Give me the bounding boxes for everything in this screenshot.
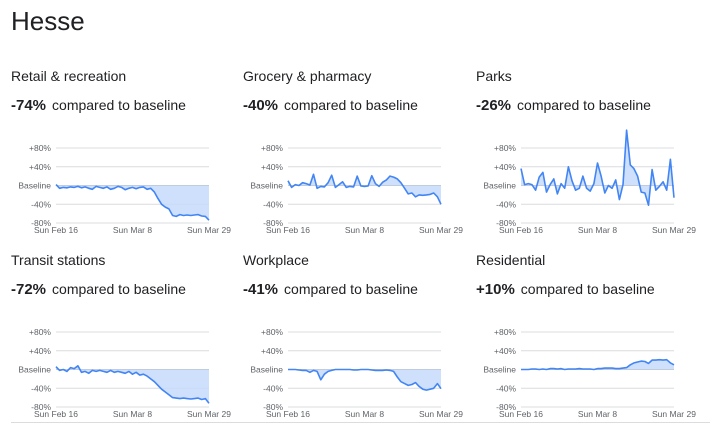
headline-value: -40% [243, 97, 279, 114]
x-tick-label: Sun Feb 16 [499, 225, 543, 235]
y-tick-label: -80% [496, 402, 516, 412]
series-line [55, 184, 210, 221]
y-tick-label: +80% [494, 327, 516, 337]
y-tick-label: +40% [261, 346, 283, 356]
chart-residential: Residential +10% compared to baseline +80… [476, 252, 708, 432]
chart-title: Grocery & pharmacy [243, 68, 372, 84]
headline-suffix: compared to baseline [52, 281, 186, 297]
x-tick-label: Sun Mar 8 [113, 409, 152, 419]
chart-plot: +80% +40% Baseline -40% -80%Sun Feb 16 Sun Ma… [250, 327, 463, 419]
chart-headline: -40% compared to baseline [243, 97, 418, 114]
series-area [288, 369, 441, 391]
y-tick-label: Baseline [483, 365, 516, 375]
chart-plot: +80% +40% Baseline -40% -80%Sun Feb 16 Sun Ma… [18, 143, 231, 235]
headline-value: -26% [476, 97, 512, 114]
series-area [521, 130, 674, 206]
chart-retail-recreation: Retail & recreation -74% compared to base… [11, 68, 243, 248]
x-tick-label: Sun Mar 29 [419, 409, 463, 419]
chart-parks: Parks -26% compared to baseline +80% +40% B… [476, 68, 708, 248]
series-line [521, 358, 675, 371]
headline-value: -72% [11, 281, 47, 298]
chart-headline: +10% compared to baseline [476, 281, 655, 298]
y-tick-label: Baseline [483, 181, 516, 191]
y-tick-label: -80% [496, 218, 516, 228]
headline-suffix: compared to baseline [520, 281, 655, 297]
x-tick-label: Sun Mar 29 [187, 409, 231, 419]
headline-suffix: compared to baseline [52, 97, 186, 113]
x-tick-label: Sun Feb 16 [499, 409, 543, 419]
y-tick-label: -40% [496, 383, 516, 393]
chart-plot: +80% +40% Baseline -40% -80%Sun Feb 16 Sun Ma… [483, 129, 696, 235]
y-tick-label: -40% [31, 383, 51, 393]
series-area [288, 174, 441, 205]
y-tick-label: -40% [31, 199, 51, 209]
chart-title: Workplace [243, 252, 309, 268]
chart-title: Residential [476, 252, 546, 268]
y-tick-label: -80% [31, 218, 51, 228]
y-tick-label: +80% [29, 143, 51, 153]
y-tick-label: Baseline [18, 181, 51, 191]
x-tick-label: Sun Mar 8 [578, 225, 617, 235]
y-tick-label: +80% [261, 143, 283, 153]
x-tick-label: Sun Feb 16 [34, 225, 78, 235]
x-tick-label: Sun Mar 8 [345, 409, 384, 419]
x-tick-label: Sun Mar 29 [652, 409, 696, 419]
series-line [55, 364, 210, 404]
y-tick-label: +80% [261, 327, 283, 337]
chart-plot: +80% +40% Baseline -40% -80%Sun Feb 16 Sun Ma… [18, 327, 231, 419]
y-tick-label: -40% [263, 383, 283, 393]
x-tick-label: Sun Mar 8 [113, 225, 152, 235]
chart-headline: -74% compared to baseline [11, 97, 186, 114]
x-tick-label: Sun Mar 29 [652, 225, 696, 235]
y-tick-label: +40% [261, 162, 283, 172]
x-tick-label: Sun Feb 16 [266, 225, 310, 235]
chart-transit-stations: Transit stations -72% compared to baselin… [11, 252, 243, 432]
y-tick-label: -80% [263, 402, 283, 412]
headline-value: -74% [11, 97, 47, 114]
y-tick-label: +40% [29, 346, 51, 356]
chart-plot: +80% +40% Baseline -40% -80%Sun Feb 16 Sun Ma… [483, 327, 696, 419]
x-tick-label: Sun Mar 8 [578, 409, 617, 419]
headline-suffix: compared to baseline [284, 281, 418, 297]
y-tick-label: -80% [263, 218, 283, 228]
y-tick-label: Baseline [250, 181, 283, 191]
x-tick-label: Sun Feb 16 [34, 409, 78, 419]
x-tick-label: Sun Feb 16 [266, 409, 310, 419]
chart-headline: -41% compared to baseline [243, 281, 418, 298]
y-tick-label: +40% [29, 162, 51, 172]
headline-value: +10% [476, 281, 515, 298]
chart-headline: -72% compared to baseline [11, 281, 186, 298]
y-tick-label: +80% [29, 327, 51, 337]
chart-workplace: Workplace -41% compared to baseline +80% +… [243, 252, 475, 432]
x-tick-label: Sun Mar 29 [419, 225, 463, 235]
chart-grocery-pharmacy: Grocery & pharmacy -40% compared to basel… [243, 68, 475, 248]
chart-title: Retail & recreation [11, 68, 127, 84]
chart-headline: -26% compared to baseline [476, 97, 651, 114]
series-area [521, 359, 674, 370]
y-tick-label: Baseline [250, 365, 283, 375]
bottom-divider [11, 422, 710, 423]
y-tick-label: Baseline [18, 365, 51, 375]
y-tick-label: +80% [494, 143, 516, 153]
y-tick-label: -40% [263, 199, 283, 209]
chart-title: Parks [476, 68, 512, 84]
y-tick-label: +40% [494, 346, 516, 356]
chart-title: Transit stations [11, 252, 106, 268]
page-title: Hesse [11, 6, 85, 36]
series-line [520, 129, 675, 206]
headline-suffix: compared to baseline [517, 97, 651, 113]
series-line [288, 368, 442, 391]
headline-value: -41% [243, 281, 279, 298]
y-tick-label: -40% [496, 199, 516, 209]
series-line [287, 173, 442, 205]
x-tick-label: Sun Mar 8 [345, 225, 384, 235]
series-area [56, 365, 209, 404]
x-tick-label: Sun Mar 29 [187, 225, 231, 235]
chart-plot: +80% +40% Baseline -40% -80%Sun Feb 16 Sun Ma… [250, 143, 463, 235]
y-tick-label: +40% [494, 162, 516, 172]
y-tick-label: -80% [31, 402, 51, 412]
headline-suffix: compared to baseline [284, 97, 418, 113]
